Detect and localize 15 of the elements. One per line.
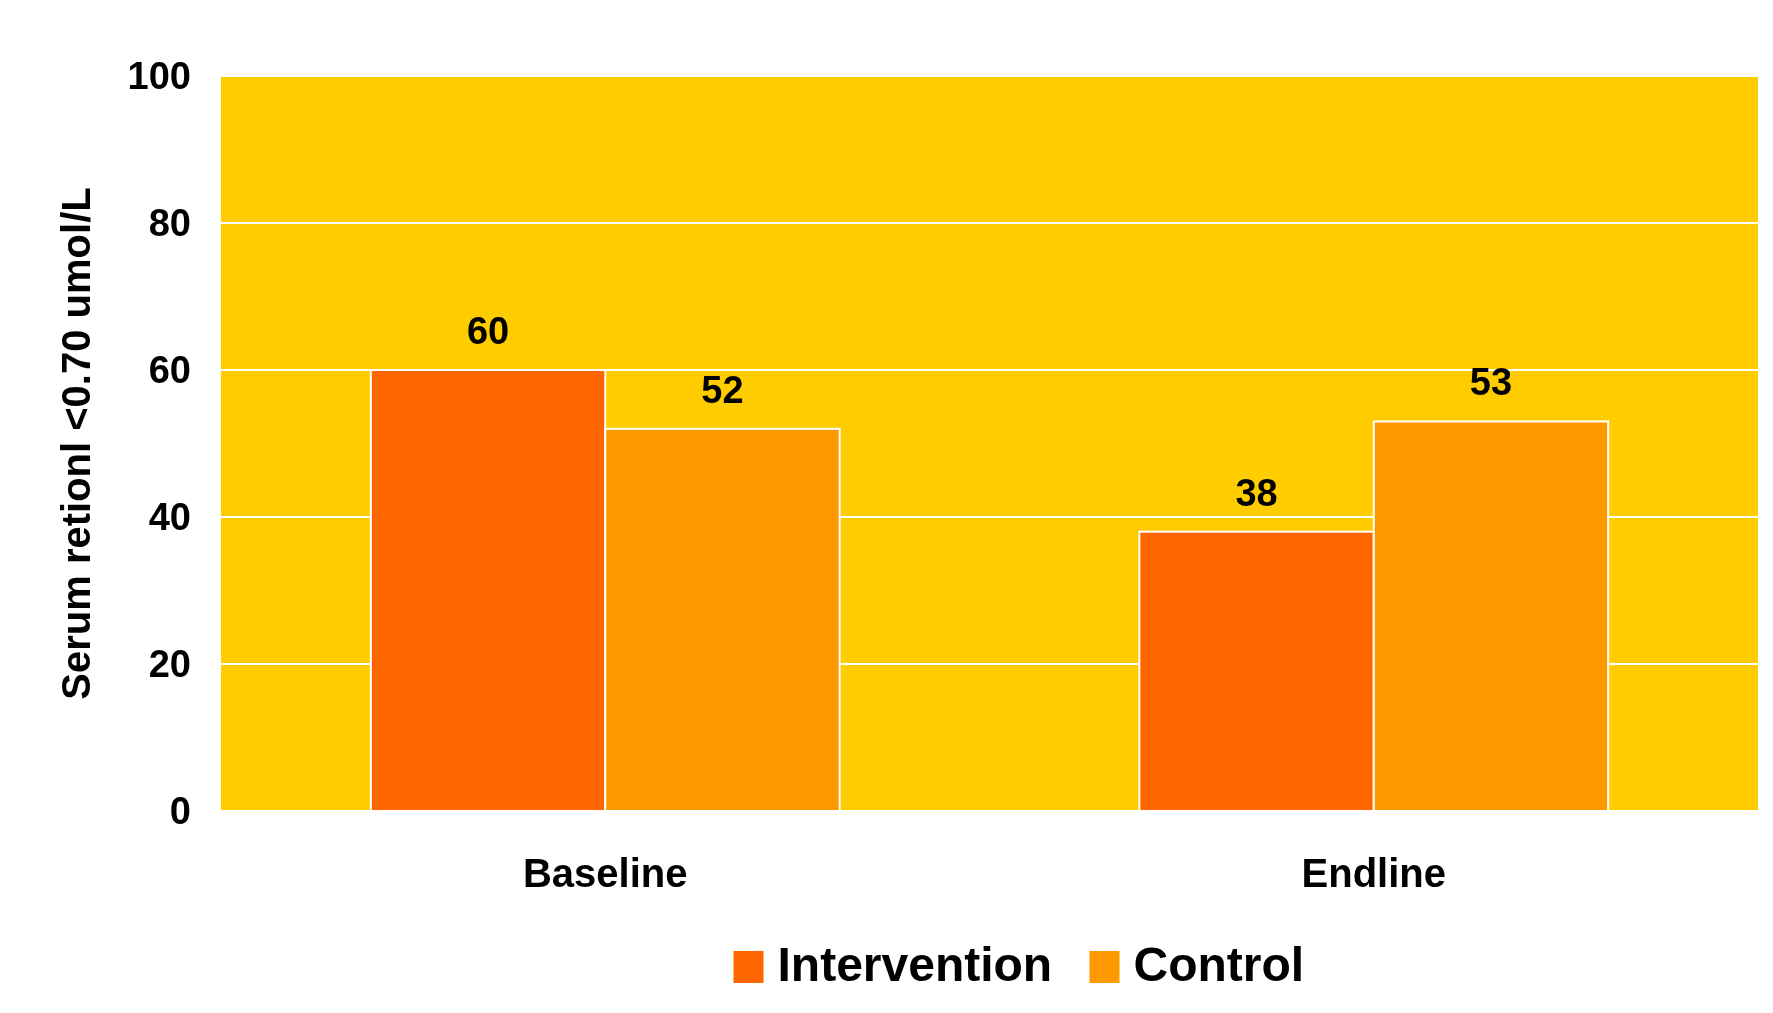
y-tick-label: 80 — [148, 202, 191, 245]
data-label: 53 — [1469, 361, 1513, 404]
y-tick-label: 40 — [148, 496, 191, 539]
y-tick-label: 100 — [127, 55, 191, 98]
data-label: 52 — [701, 368, 744, 411]
x-tick-label: Endline — [1301, 851, 1446, 895]
y-tick-label: 0 — [169, 790, 191, 833]
data-label: 60 — [466, 310, 510, 352]
x-tick-label: Baseline — [522, 851, 688, 895]
data-label: 38 — [1235, 471, 1278, 514]
legend-label: Intervention — [777, 938, 1053, 991]
legend-label: Control — [1133, 938, 1305, 991]
y-tick-label: 20 — [148, 643, 191, 686]
y-tick-label: 60 — [148, 349, 191, 392]
y-axis-title: Serum retionl <0.70 umol/L — [54, 187, 98, 700]
